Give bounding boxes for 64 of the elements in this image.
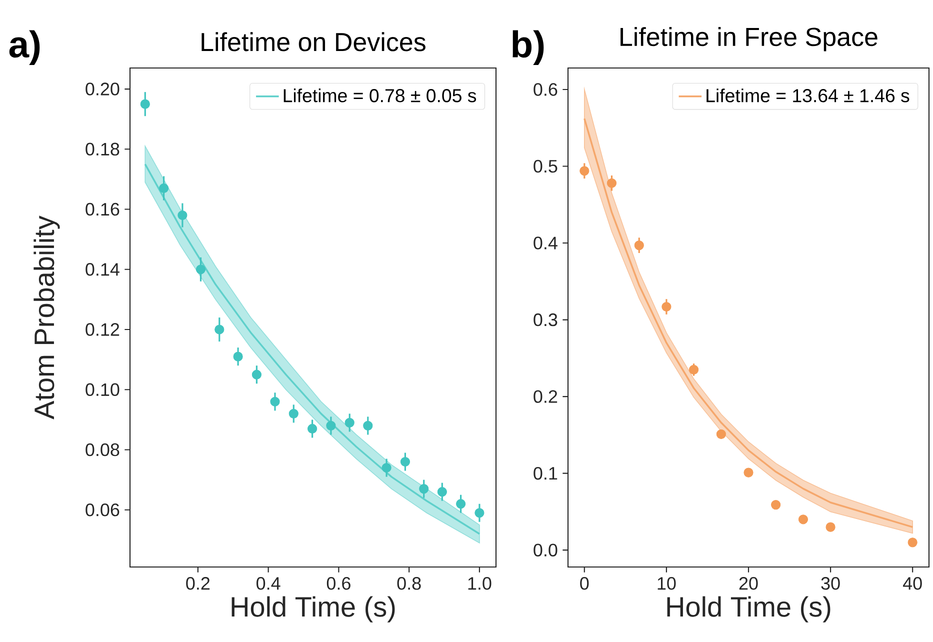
y-tick-label: 0.14 — [86, 263, 120, 276]
text: a) — [9, 30, 40, 66]
x-tick-label: 0.4 — [256, 577, 280, 590]
y-tick-label: 0.1 — [534, 466, 558, 480]
x-tick-label: 0 — [580, 577, 589, 590]
point — [252, 370, 262, 380]
y-tick-label: 0.0 — [534, 544, 558, 556]
point — [382, 462, 392, 473]
point — [419, 484, 429, 494]
y-tick-label: 0.16 — [86, 202, 120, 216]
text: b) — [512, 30, 544, 66]
point — [798, 514, 808, 524]
point — [826, 522, 836, 532]
x-tick-label: 0.2 — [186, 577, 210, 590]
point — [400, 456, 410, 467]
x-tick-label: 0.8 — [397, 577, 421, 590]
y-tick-label: 0.5 — [534, 160, 558, 173]
y-tick-label: 0.18 — [86, 142, 120, 156]
point — [634, 240, 644, 250]
point — [270, 396, 280, 406]
y-tick-label: 0.10 — [86, 383, 120, 396]
point — [908, 538, 918, 548]
point — [178, 210, 188, 220]
point — [437, 487, 447, 497]
point — [744, 468, 754, 478]
point — [196, 264, 206, 274]
y-axis-title: Atom Probability — [34, 216, 60, 420]
legend-label: Lifetime = 0.78 ± 0.05 s — [284, 88, 476, 102]
point — [771, 500, 781, 510]
point — [716, 429, 726, 439]
point — [233, 352, 243, 362]
x-tick-label: 20 — [739, 577, 758, 590]
point — [606, 178, 617, 188]
point — [344, 418, 354, 428]
y-tick-label: 0.20 — [86, 82, 120, 96]
chart-title: Lifetime on Devices — [202, 32, 426, 52]
y-tick-label: 0.4 — [534, 236, 558, 250]
point — [140, 99, 150, 109]
x-tick-label: 30 — [821, 577, 840, 590]
point — [456, 499, 466, 509]
x-tick-label: 0.6 — [326, 577, 350, 590]
y-tick-label: 0.06 — [86, 504, 120, 516]
x-axis-title: Hold Time (s) — [667, 596, 830, 622]
point — [214, 324, 224, 334]
legend-label: Lifetime = 13.64 ± 1.46 s — [706, 88, 910, 102]
x-tick-label: 40 — [902, 577, 922, 590]
x-tick-label: 10 — [658, 577, 676, 590]
y-tick-label: 0.08 — [86, 443, 120, 456]
y-tick-label: 0.6 — [534, 83, 558, 96]
point — [288, 408, 298, 418]
point — [363, 420, 373, 431]
y-tick-label: 0.3 — [534, 313, 558, 326]
point — [307, 424, 318, 434]
x-tick-label: 1.0 — [468, 577, 492, 590]
point — [474, 508, 484, 518]
point — [326, 420, 336, 431]
point — [580, 166, 590, 176]
point — [158, 183, 169, 194]
point — [688, 364, 699, 374]
point — [662, 302, 672, 312]
y-tick-label: 0.2 — [534, 390, 558, 403]
y-tick-label: 0.12 — [86, 323, 120, 336]
chart-title: Lifetime in Free Space — [620, 27, 878, 52]
x-axis-title: Hold Time (s) — [232, 596, 395, 622]
